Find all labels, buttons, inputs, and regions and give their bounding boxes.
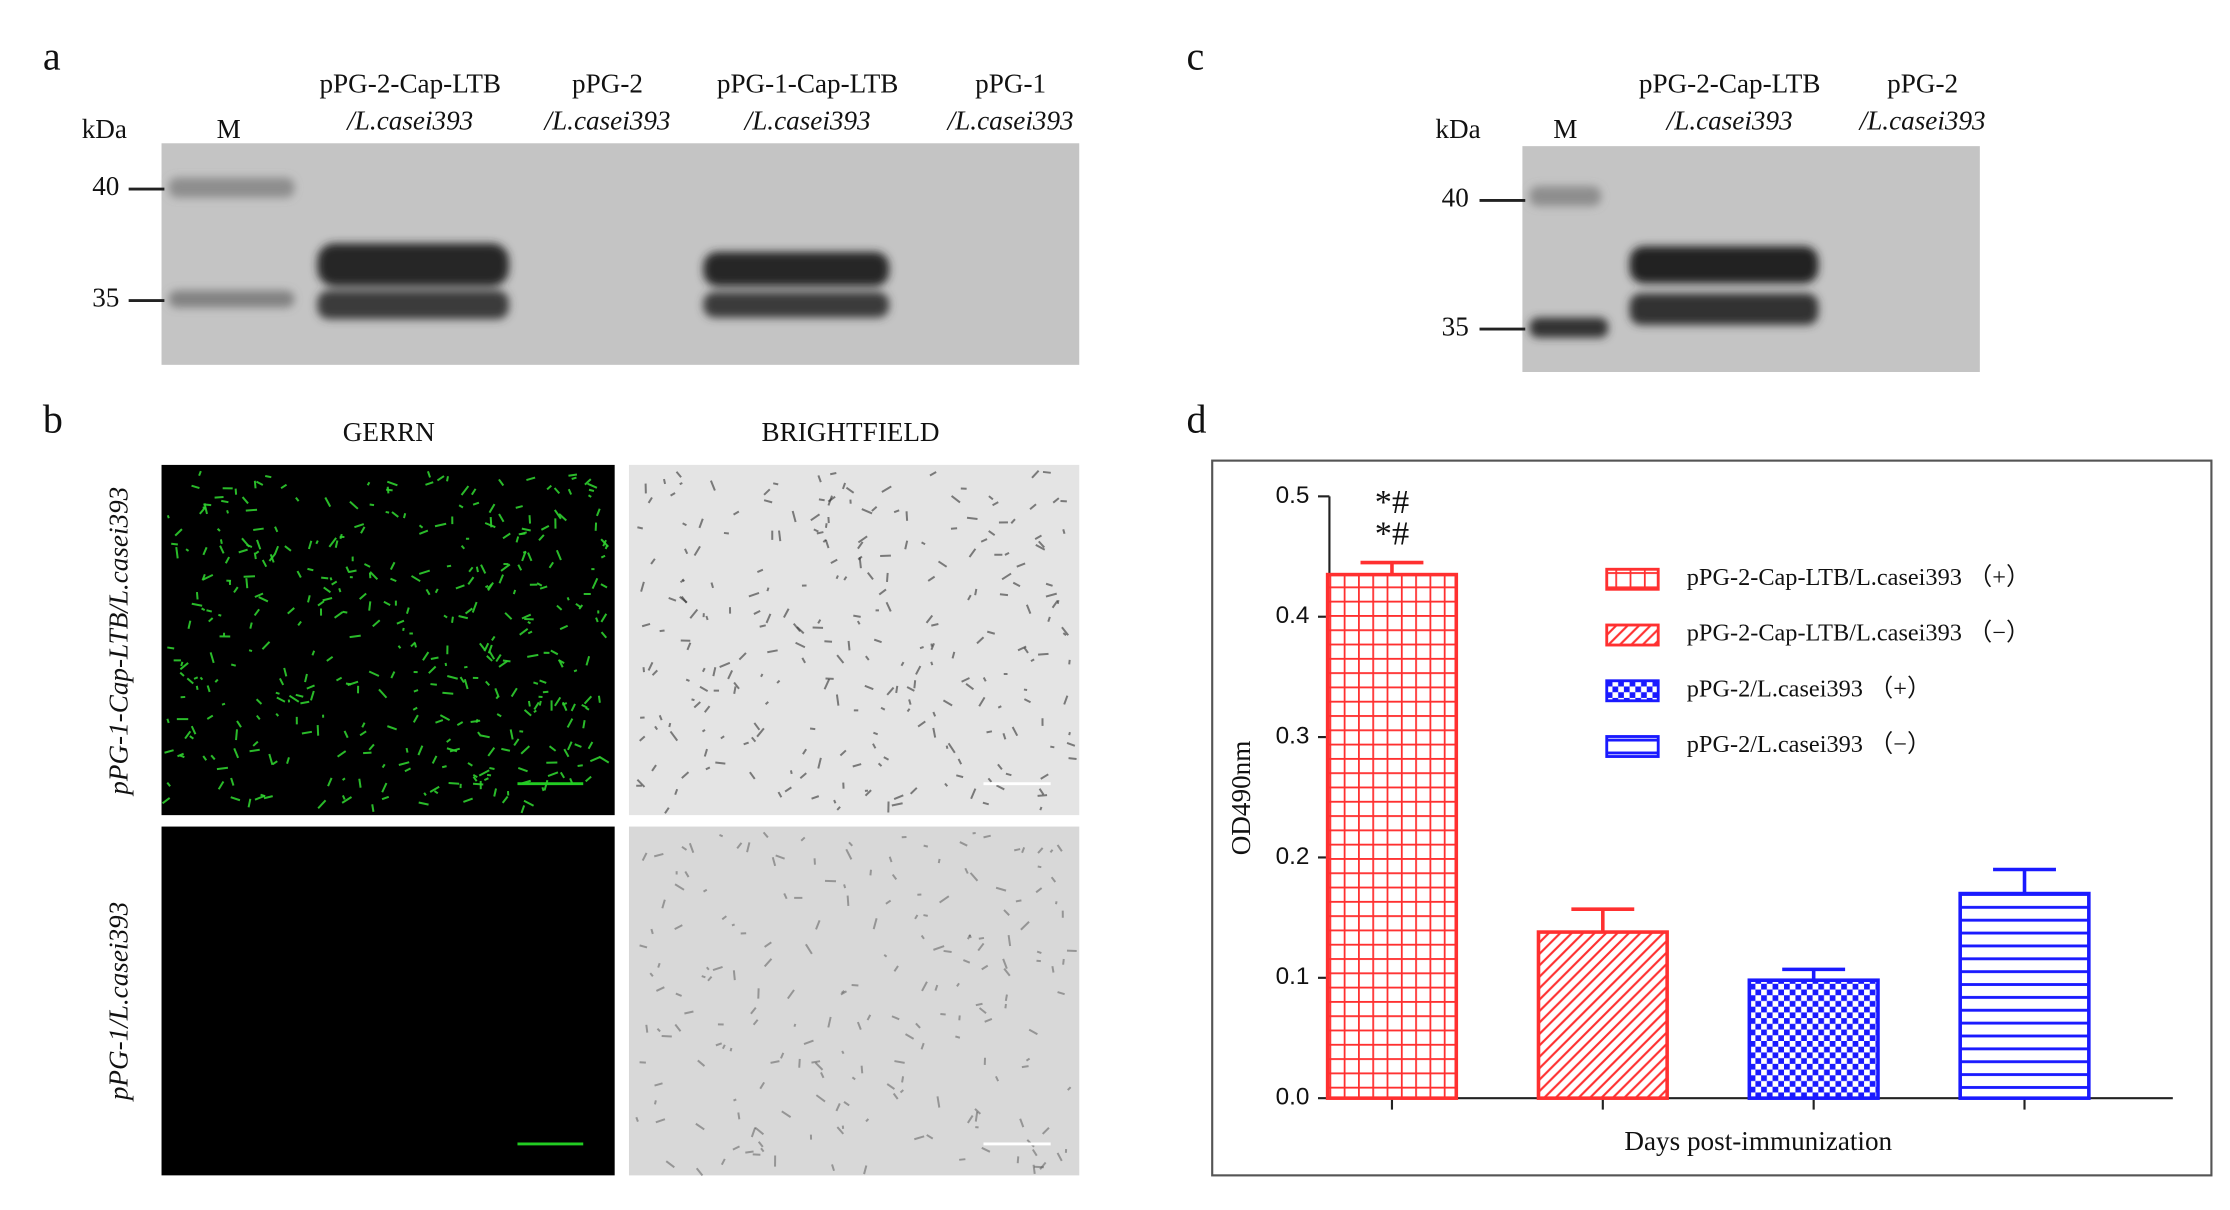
brightfield-image [628, 826, 1080, 1176]
y-tick-label: 0.1 [1276, 963, 1310, 990]
lane-label: pPG-2 [572, 68, 643, 98]
lane-label: M [217, 114, 241, 144]
y-tick-label: 0.5 [1276, 482, 1310, 509]
significance-label: *# [1375, 515, 1409, 553]
lane-label: pPG-1-Cap-LTB [717, 68, 899, 98]
bands [1529, 186, 1819, 338]
bar [1536, 930, 1669, 1100]
scale-bars [517, 782, 1051, 1146]
legend-label: pPG-2-Cap-LTB/L.casei393 （−） [1687, 620, 2030, 647]
lane-label: pPG-2-Cap-LTB [1639, 68, 1821, 98]
legend-swatch [1605, 623, 1660, 647]
marker-label: 35 [92, 283, 119, 313]
legend-swatch [1605, 567, 1660, 591]
legend-swatch [1605, 735, 1660, 758]
chart: 0.0 0.1 0.2 0.3 0.4 0.5 OD490nm Days post-immun… [1226, 482, 2173, 1156]
legend-label: pPG-2/L.casei393 （−） [1687, 731, 1931, 758]
lane-label: M [1553, 114, 1577, 144]
marker-label: 35 [1442, 311, 1469, 341]
column-label: GERRN [343, 417, 435, 447]
row-label: pPG-1-Cap-LTB/L.casei393 [104, 487, 134, 797]
cells [161, 469, 1077, 1177]
unit-label: kDa [1435, 114, 1480, 144]
lane-label: /L.casei393 [743, 105, 871, 135]
y-tick-label: 0.3 [1276, 723, 1310, 750]
lane-label: /L.casei393 [1665, 105, 1793, 135]
panel-letter: c [1186, 34, 1204, 79]
brightfield-image [628, 464, 1080, 816]
y-tick-label: 0.0 [1276, 1084, 1310, 1111]
bar [1747, 978, 1880, 1100]
lane-label: /L.casei393 [543, 105, 671, 135]
y-tick-label: 0.4 [1276, 602, 1310, 629]
bands [168, 177, 890, 320]
y-tick-label: 0.2 [1276, 843, 1310, 870]
legend-swatch [1605, 679, 1660, 703]
marker-label: 40 [92, 171, 119, 201]
panel-c: c kDa M pPG-2-Cap-LTB /L.casei393 pPG-2 … [1186, 34, 1986, 372]
column-label: BRIGHTFIELD [762, 417, 940, 447]
y-axis-label: OD490nm [1226, 741, 1256, 856]
marker-label: 40 [1442, 183, 1469, 213]
significance-label: *# [1375, 483, 1409, 521]
lane-label: /L.casei393 [1858, 105, 1986, 135]
row-label: pPG-1/L.casei393 [104, 902, 134, 1102]
lane-label: /L.casei393 [345, 105, 473, 135]
panel-b: b GERRN BRIGHTFIELD pPG-1-Cap-LTB/L.case… [43, 397, 1080, 1177]
lane-label: /L.casei393 [946, 105, 1074, 135]
fluorescence-image [161, 826, 615, 1176]
legend-label: pPG-2/L.casei393 （+） [1687, 675, 1931, 702]
x-axis-label: Days post-immunization [1624, 1126, 1892, 1156]
blot [161, 143, 1080, 365]
bar [1958, 891, 2091, 1100]
panel-letter: b [43, 397, 63, 442]
bar [1325, 572, 1459, 1100]
unit-label: kDa [82, 114, 127, 144]
lane-label: pPG-2 [1887, 68, 1958, 98]
panel-letter: a [43, 34, 61, 79]
panel-letter: d [1186, 397, 1206, 442]
lane-label: pPG-2-Cap-LTB [319, 68, 501, 98]
legend-label: pPG-2-Cap-LTB/L.casei393 （+） [1687, 564, 2030, 591]
panel-a: a kDa M pPG-2-Cap-LTB /L.casei393 pPG-2 … [43, 34, 1080, 365]
lane-label: pPG-1 [975, 68, 1046, 98]
